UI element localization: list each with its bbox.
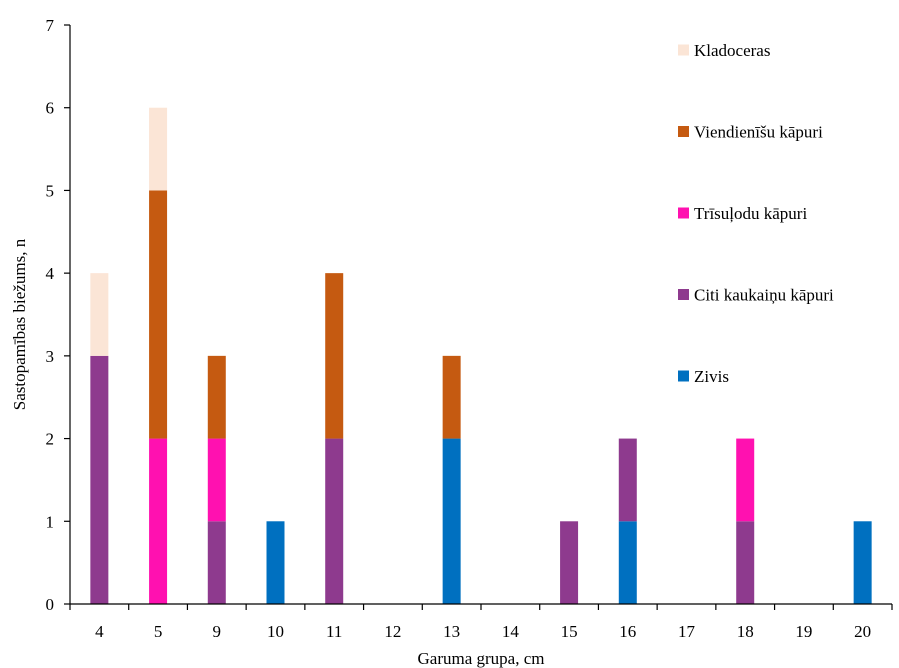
- bar-segment: [618, 438, 637, 522]
- x-tick-label: 14: [502, 622, 520, 641]
- legend-swatch: [678, 44, 689, 56]
- y-tick-label: 3: [46, 347, 55, 366]
- x-tick-label: 15: [561, 622, 578, 641]
- bar-segment: [207, 438, 226, 522]
- bar-segment: [736, 438, 755, 522]
- y-tick-label: 7: [46, 16, 55, 35]
- bar-segment: [442, 355, 461, 439]
- axes-group: [69, 25, 892, 605]
- legend-label: Citi kaukaiņu kāpuri: [694, 286, 834, 305]
- bar-segment: [325, 438, 344, 604]
- bar-segment: [149, 438, 168, 604]
- x-tick-label: 4: [95, 622, 104, 641]
- y-ticks-group: 0 1 2 3 4 5 6 7: [46, 16, 70, 614]
- legend-swatch: [678, 207, 689, 219]
- legend-label: Zivis: [694, 367, 729, 386]
- legend: Kladoceras Viendienīšu kāpuri Trīsuļodu kā…: [678, 41, 834, 386]
- x-tick-label: 12: [384, 622, 401, 641]
- legend-swatch: [678, 370, 689, 382]
- x-tick-label: 16: [619, 622, 636, 641]
- x-ticks-group: 4 5 9 10 11 12 13 14 15 16 17 18 19 20: [69, 604, 893, 641]
- bar-segment: [736, 521, 755, 604]
- bar-segment: [618, 521, 637, 604]
- bars-group: [90, 107, 872, 604]
- y-tick-label: 0: [46, 595, 55, 614]
- x-tick-label: 17: [678, 622, 696, 641]
- x-tick-label: 18: [737, 622, 754, 641]
- x-axis-title: Garuma grupa, cm: [418, 649, 545, 668]
- bar-segment: [266, 521, 285, 604]
- bar-segment: [442, 438, 461, 604]
- y-tick-label: 2: [46, 430, 55, 449]
- y-tick-label: 6: [46, 99, 55, 118]
- legend-swatch: [678, 126, 689, 137]
- bar-segment: [853, 521, 872, 604]
- x-tick-label: 20: [854, 622, 871, 641]
- x-tick-label: 11: [326, 622, 342, 641]
- bar-segment: [207, 355, 226, 439]
- bar-segment: [90, 273, 109, 356]
- y-axis-title: Sastopamības biežums, n: [10, 238, 29, 410]
- y-tick-label: 5: [46, 181, 55, 200]
- bar-segment: [560, 521, 579, 604]
- y-tick-label: 1: [46, 512, 55, 531]
- legend-label: Trīsuļodu kāpuri: [694, 204, 807, 223]
- x-tick-label: 19: [795, 622, 812, 641]
- x-tick-label: 9: [213, 622, 222, 641]
- x-tick-label: 13: [443, 622, 460, 641]
- bar-segment: [90, 355, 109, 604]
- bar-segment: [325, 273, 344, 439]
- legend-label: Viendienīšu kāpuri: [694, 123, 823, 142]
- bar-segment: [207, 521, 226, 604]
- x-tick-label: 10: [267, 622, 284, 641]
- bar-segment: [149, 190, 168, 439]
- x-tick-label: 5: [154, 622, 163, 641]
- legend-label: Kladoceras: [694, 41, 770, 60]
- bar-segment: [149, 107, 168, 191]
- y-tick-label: 4: [46, 264, 55, 283]
- legend-swatch: [678, 289, 689, 300]
